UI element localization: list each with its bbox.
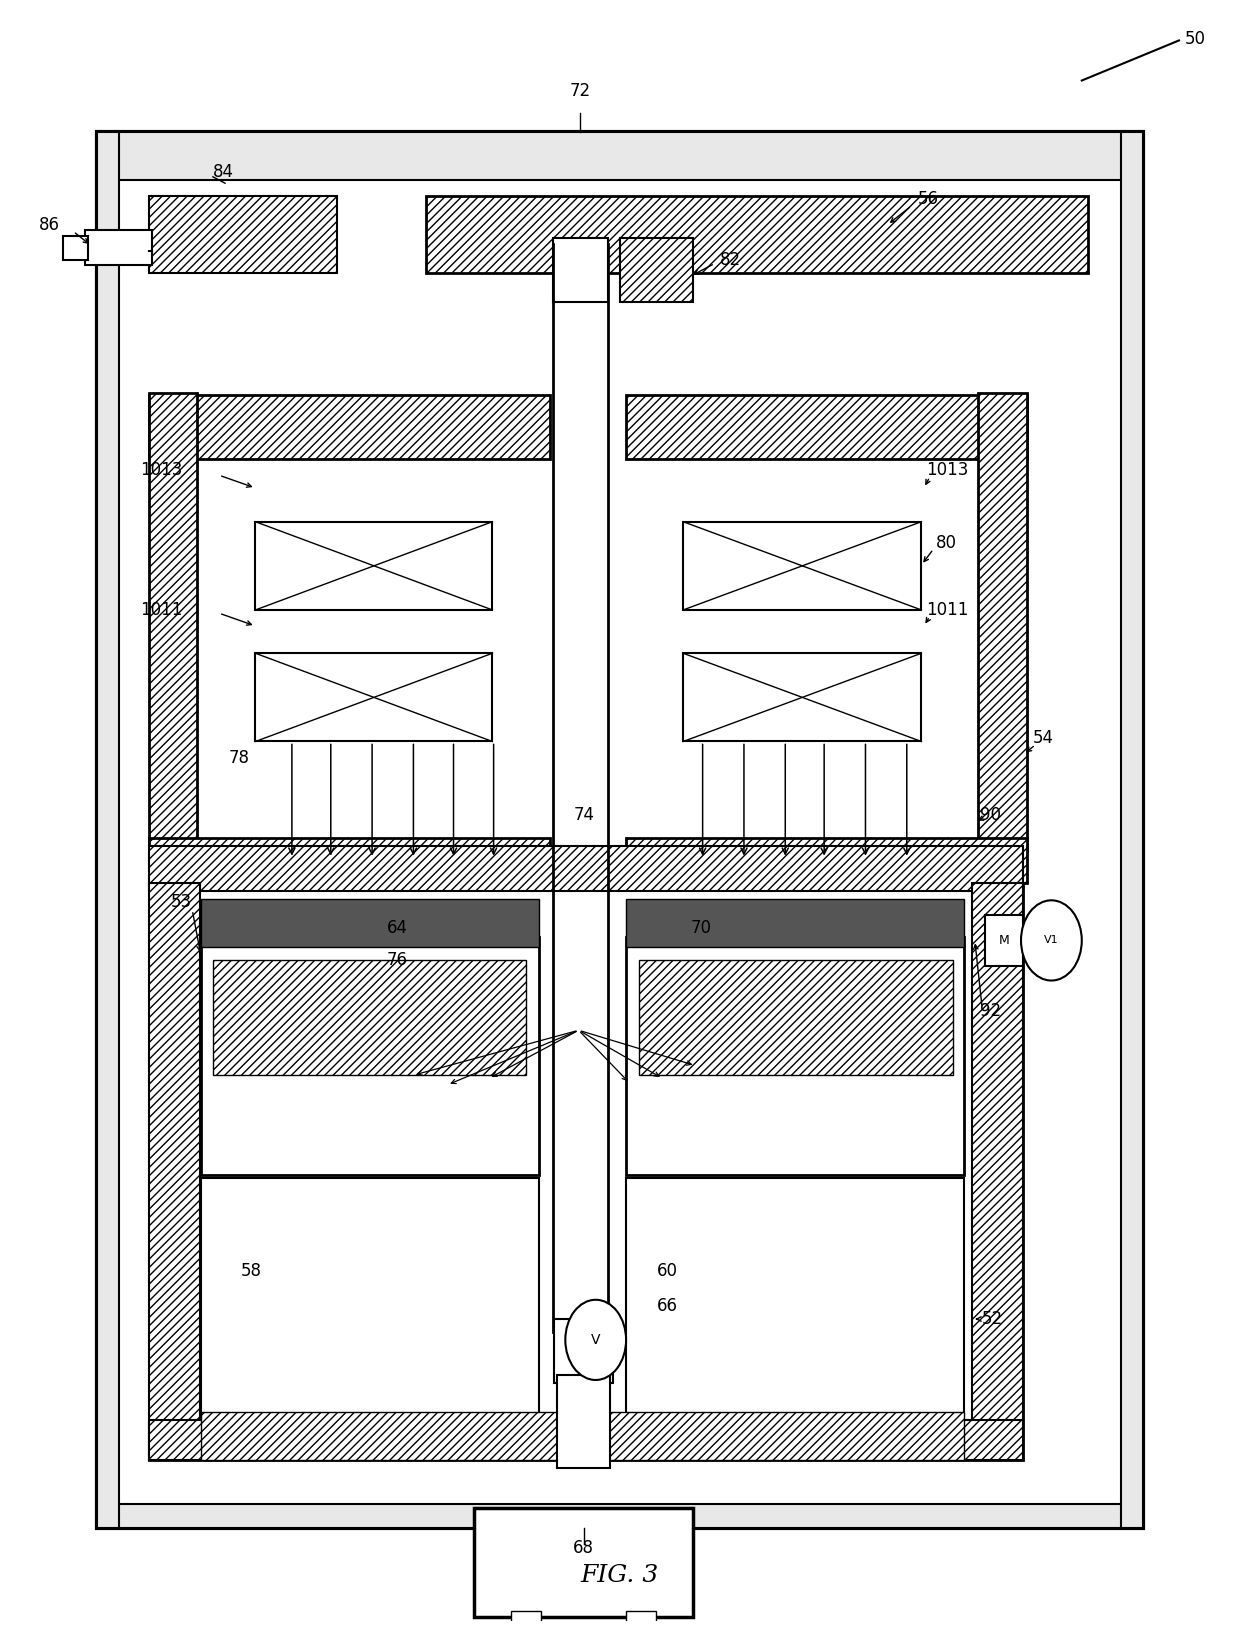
Bar — [978, 393, 1027, 851]
Text: 50: 50 — [1185, 29, 1207, 47]
Text: 84: 84 — [213, 164, 234, 182]
Bar — [98, 133, 1142, 1527]
Bar — [149, 393, 197, 851]
Bar — [620, 237, 693, 301]
Bar — [149, 838, 549, 882]
Bar — [98, 133, 119, 1527]
Circle shape — [565, 1300, 626, 1380]
Text: 66: 66 — [656, 1297, 677, 1315]
Bar — [626, 1179, 963, 1416]
Text: 52: 52 — [982, 1310, 1003, 1328]
Bar — [626, 838, 1027, 882]
Bar — [554, 1319, 613, 1383]
Bar — [474, 1508, 693, 1617]
Bar — [149, 395, 549, 458]
Bar — [63, 236, 88, 260]
Bar — [985, 915, 1023, 966]
Bar — [98, 133, 1142, 180]
Text: V: V — [591, 1333, 600, 1347]
Text: 74: 74 — [574, 807, 595, 825]
Bar — [149, 1421, 1023, 1460]
Bar — [149, 882, 200, 1460]
Bar — [149, 858, 1023, 1460]
Text: 1013: 1013 — [926, 462, 968, 480]
Bar — [683, 522, 921, 611]
Text: V1: V1 — [1044, 935, 1059, 946]
Bar — [626, 1611, 656, 1627]
Bar — [98, 133, 1142, 180]
Text: 86: 86 — [40, 216, 60, 234]
Bar — [149, 846, 1023, 891]
Text: 54: 54 — [1033, 730, 1054, 746]
Text: 76: 76 — [387, 951, 408, 969]
Text: M: M — [998, 935, 1009, 946]
Text: 70: 70 — [691, 918, 712, 936]
Bar — [1121, 133, 1142, 1527]
Text: 80: 80 — [936, 534, 957, 552]
Text: 92: 92 — [980, 1002, 1001, 1020]
Bar — [425, 196, 1087, 273]
Bar — [511, 1611, 541, 1627]
Text: 56: 56 — [918, 190, 939, 208]
Circle shape — [1021, 900, 1081, 981]
Bar — [201, 1179, 538, 1416]
Text: 53: 53 — [170, 892, 191, 910]
Text: 58: 58 — [241, 1262, 262, 1280]
Bar — [255, 653, 492, 742]
Bar — [201, 899, 538, 946]
Bar — [98, 133, 119, 1527]
Bar — [1121, 133, 1142, 1527]
Bar — [683, 653, 921, 742]
Bar — [626, 938, 963, 1175]
Bar — [553, 237, 608, 301]
Text: 82: 82 — [719, 250, 740, 268]
Text: 72: 72 — [569, 82, 590, 100]
Bar — [149, 196, 337, 273]
Text: 78: 78 — [228, 748, 249, 766]
Bar — [98, 1503, 1142, 1527]
Text: 90: 90 — [980, 807, 1001, 825]
Bar — [626, 395, 1027, 458]
Bar — [201, 1413, 963, 1460]
Text: 1013: 1013 — [140, 462, 182, 480]
Bar — [86, 229, 153, 265]
Bar — [201, 938, 538, 1175]
Text: 60: 60 — [656, 1262, 677, 1280]
Text: 1011: 1011 — [140, 601, 182, 619]
Text: FIG. 3: FIG. 3 — [580, 1565, 660, 1588]
Bar — [640, 959, 954, 1076]
Text: 1011: 1011 — [926, 601, 968, 619]
Text: 64: 64 — [387, 918, 408, 936]
Bar — [255, 522, 492, 611]
Bar — [557, 1375, 610, 1468]
Bar — [626, 899, 963, 946]
Bar — [115, 147, 1125, 1511]
Bar — [972, 882, 1023, 1460]
Text: 68: 68 — [573, 1539, 594, 1557]
Bar — [213, 959, 527, 1076]
Bar — [98, 1503, 1142, 1527]
